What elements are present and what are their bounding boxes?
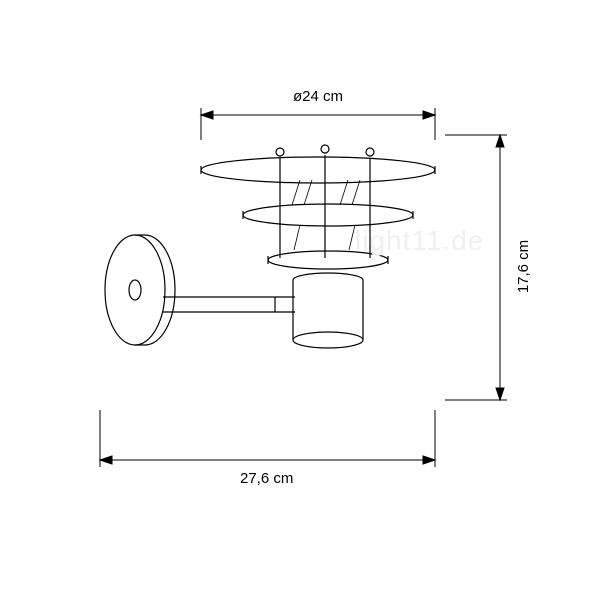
diameter-label: ø24 cm [293, 88, 343, 105]
depth-label: 27,6 cm [240, 470, 293, 487]
height-label: 17,6 cm [515, 240, 532, 293]
